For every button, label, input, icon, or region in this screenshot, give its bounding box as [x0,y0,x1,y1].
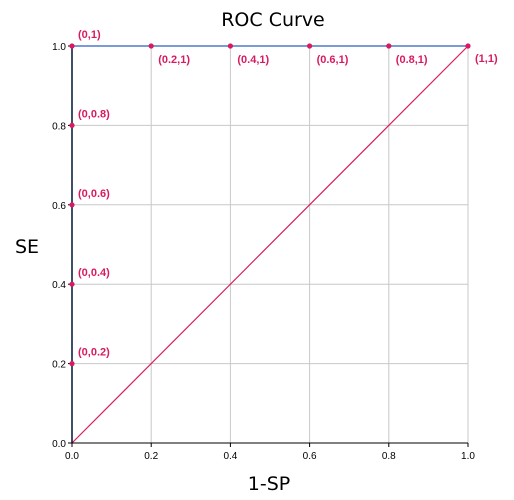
roc-point [465,43,471,49]
y-axis-label: SE [15,236,39,258]
roc-point [69,43,75,49]
y-tick-label: 0.8 [52,121,66,132]
point-label: (1,1) [475,53,498,65]
x-tick-label: 0.6 [303,451,317,462]
point-label: (0.6,1) [317,54,349,66]
point-label: (0,1) [78,29,101,41]
x-tick-label: 0.4 [223,451,237,462]
roc-point [386,43,392,49]
point-label: (0.2,1) [158,54,190,66]
roc-point [307,43,313,49]
point-label: (0,0.4) [78,267,110,279]
point-label: (0,0.8) [78,108,110,120]
point-label: (0.8,1) [396,54,428,66]
chart-title: ROC Curve [221,9,325,31]
roc-point [148,43,154,49]
x-tick-label: 1.0 [461,451,475,462]
points-layer [69,43,471,367]
point-label: (0.4,1) [237,54,269,66]
x-tick-label: 0.0 [65,451,79,462]
roc-point [69,202,75,208]
roc-point [69,281,75,287]
x-tick-label: 0.2 [144,451,158,462]
y-tick-label: 0.2 [52,360,66,371]
roc-point [227,43,233,49]
roc-point [69,361,75,367]
x-axis-label: 1-SP [248,473,290,495]
point-labels: (0,1) (0,0.8) (0,0.6) (0,0.4) (0,0.2) (0.2,1)… [78,29,498,359]
series-layer [71,45,469,444]
y-tick-label: 1.0 [52,42,66,53]
y-tick-label: 0.4 [52,280,66,291]
point-label: (0,0.2) [78,347,110,359]
reference-diagonal-line [71,45,469,444]
point-label: (0,0.6) [78,188,110,200]
x-tick-label: 0.8 [382,451,396,462]
y-tick-label: 0.0 [52,439,66,450]
y-tick-label: 0.6 [52,201,66,212]
axes [71,46,468,444]
roc-point [69,122,75,128]
